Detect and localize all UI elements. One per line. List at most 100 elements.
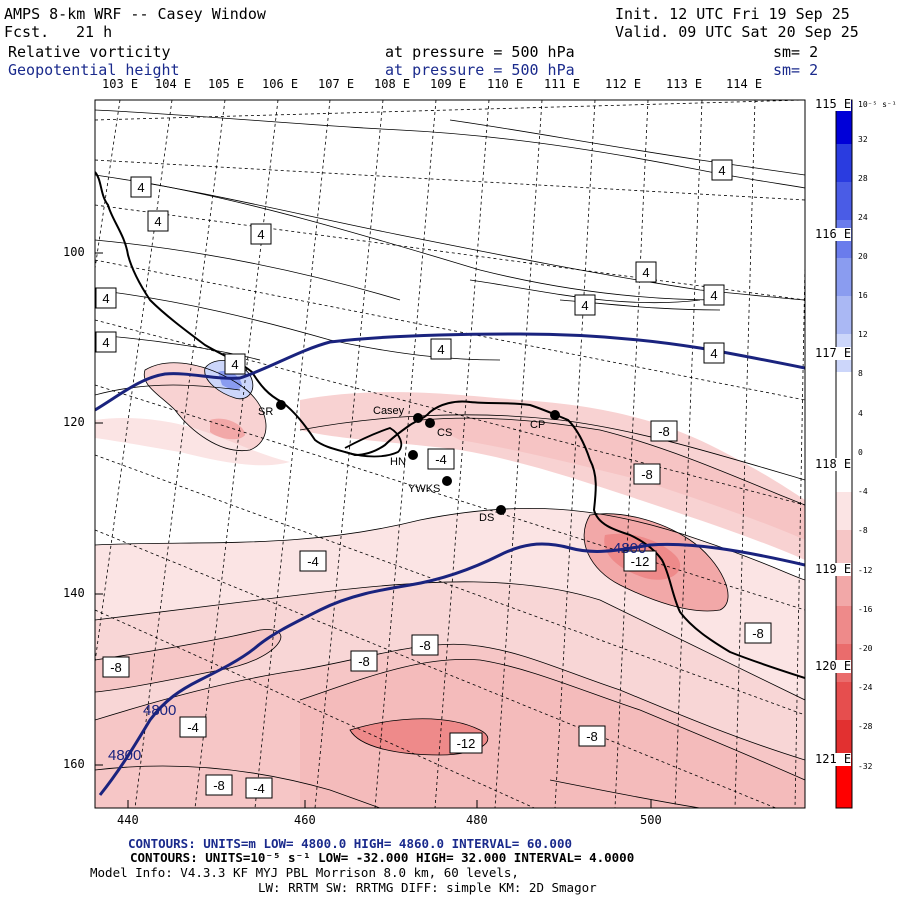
y-tick-label: 140 <box>63 586 85 600</box>
vort-label: -8 <box>350 650 378 672</box>
colorbar-tick: -24 <box>858 683 873 692</box>
y-tick-label: 100 <box>63 245 85 259</box>
vort-label: -8 <box>205 774 233 796</box>
height-contours <box>95 332 805 796</box>
vort-label: -12 <box>449 732 483 754</box>
axis-ticks <box>95 252 652 808</box>
vort-label: -8 <box>650 420 678 442</box>
svg-text:-4: -4 <box>253 781 265 796</box>
colorbar-tick: -28 <box>858 722 873 731</box>
colorbar-tick: -20 <box>858 644 873 653</box>
svg-text:-8: -8 <box>752 626 764 641</box>
x-tick-label: 440 <box>117 813 139 827</box>
station-label: YWKS <box>408 483 440 495</box>
height-labels: 4800 4800 4800 <box>108 540 646 764</box>
init-time: Init. 12 UTC Fri 19 Sep 25 <box>615 5 850 23</box>
vort-label: 4 <box>430 338 452 360</box>
colorbar-tick: -16 <box>858 605 873 614</box>
svg-text:-8: -8 <box>641 467 653 482</box>
colorbar-tick: -32 <box>858 762 873 771</box>
colorbar-tick: 32 <box>858 135 868 144</box>
forecast-label: Fcst. <box>4 23 50 41</box>
station-dot-cs <box>425 418 435 428</box>
vort-label: -8 <box>744 622 772 644</box>
footer-height-contours: CONTOURS: UNITS=m LOW= 4800.0 HIGH= 4860… <box>128 836 573 851</box>
svg-text:-12: -12 <box>457 736 476 751</box>
smooth-height: sm= 2 <box>773 61 819 79</box>
station-dot-sr <box>276 400 286 410</box>
plot-frame <box>94 99 806 809</box>
svg-text:4: 4 <box>257 227 264 242</box>
vort-label: -8 <box>102 656 130 678</box>
colorbar-tick: 28 <box>858 174 868 183</box>
colorbar-tick: 16 <box>858 291 868 300</box>
svg-text:4: 4 <box>102 291 109 306</box>
svg-text:4: 4 <box>102 335 109 350</box>
height-label: 4800 <box>613 540 646 557</box>
station-label: DS <box>479 512 494 524</box>
station-label: CP <box>530 419 545 431</box>
colorbar-tick: 12 <box>858 330 868 339</box>
footer-model-info: Model Info: V4.3.3 KF MYJ PBL Morrison 8… <box>90 865 519 880</box>
svg-text:4: 4 <box>437 342 444 357</box>
vort-label: -8 <box>411 634 439 656</box>
lon-label-top: 113 E <box>666 77 703 91</box>
station-dot-ywks <box>442 476 452 486</box>
station-label: SR <box>258 406 273 418</box>
vort-label: -4 <box>427 448 455 470</box>
station-labels: SR Casey CS CP HN YWKS DS <box>258 405 545 524</box>
svg-text:4: 4 <box>710 346 717 361</box>
lon-label-right: 117 E <box>815 346 852 360</box>
lon-label-top: 114 E <box>726 77 763 91</box>
svg-text:-4: -4 <box>307 554 319 569</box>
vort-label: -4 <box>245 777 273 799</box>
vort-label: 4 <box>95 287 117 309</box>
svg-text:4: 4 <box>642 265 649 280</box>
vort-label: 4 <box>574 294 596 316</box>
lon-label-top: 110 E <box>487 77 524 91</box>
pressure-height: at pressure = 500 hPa <box>385 61 575 79</box>
station-label: Casey <box>373 405 405 417</box>
svg-text:-4: -4 <box>435 452 447 467</box>
inlet <box>344 427 403 458</box>
lon-label-right: 116 E <box>815 227 852 241</box>
svg-text:-8: -8 <box>658 424 670 439</box>
y-tick-label: 160 <box>63 757 85 771</box>
footer-vorticity-contours: CONTOURS: UNITS=10⁻⁵ s⁻¹ LOW= -32.000 HI… <box>130 850 635 865</box>
vort-label: 4 <box>703 342 725 364</box>
vort-label: 4 <box>224 353 246 375</box>
vort-label: -8 <box>578 725 606 747</box>
lon-label-right: 121 E <box>815 752 852 766</box>
colorbar-tick: 0 <box>858 448 863 457</box>
lon-label-top: 106 E <box>262 77 299 91</box>
lon-label-top: 105 E <box>208 77 245 91</box>
smooth-vorticity: sm= 2 <box>773 43 819 61</box>
station-markers <box>276 400 560 515</box>
height-label: 4800 <box>108 747 141 764</box>
vorticity-label-boxes: 4 4 4 4 4 4 4 4 4 4 4 4 -8 -8 -4 -4 -12 … <box>95 159 772 799</box>
y-tick-label: 120 <box>63 415 85 429</box>
lon-label-top: 109 E <box>430 77 467 91</box>
lon-label-top: 112 E <box>605 77 642 91</box>
field-vorticity: Relative vorticity <box>8 43 171 61</box>
vort-label: -4 <box>299 550 327 572</box>
svg-text:-4: -4 <box>187 720 199 735</box>
station-dot-hn <box>408 450 418 460</box>
colorbar-tick: 20 <box>858 252 868 261</box>
lon-label-top: 111 E <box>544 77 581 91</box>
vort-label: 4 <box>635 261 657 283</box>
colorbar-tick: 8 <box>858 369 863 378</box>
svg-text:4: 4 <box>231 357 238 372</box>
lon-label-right: 120 E <box>815 659 852 673</box>
colorbar-tick: -8 <box>858 526 868 535</box>
station-dot-ds <box>496 505 506 515</box>
band-west <box>95 629 281 692</box>
lon-label-top: 103 E <box>102 77 139 91</box>
colorbar-unit: 10⁻⁵ s⁻¹ <box>858 100 897 109</box>
svg-text:-8: -8 <box>358 654 370 669</box>
field-height: Geopotential height <box>8 61 180 79</box>
lon-label-top: 108 E <box>374 77 411 91</box>
station-dot-casey <box>413 413 423 423</box>
vort-label: 4 <box>711 159 733 181</box>
